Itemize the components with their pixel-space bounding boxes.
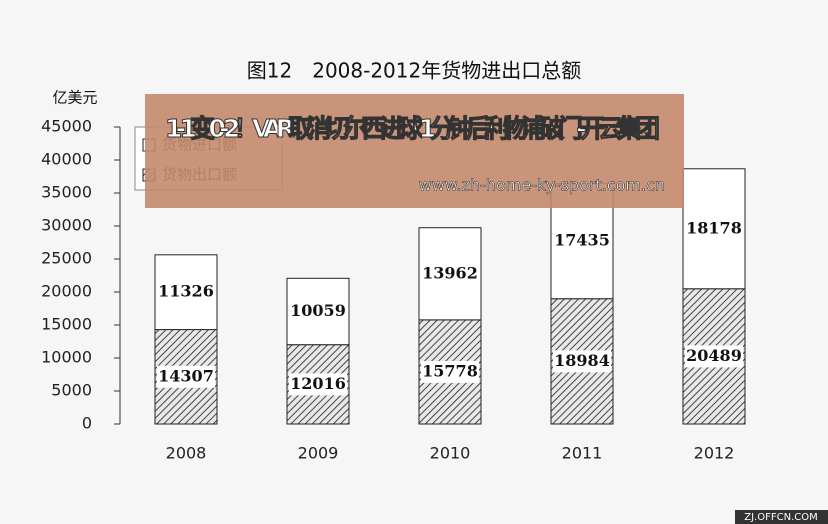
value-label: 18984 (554, 351, 610, 370)
x-tick-label: 2009 (298, 444, 339, 463)
value-label: 13962 (422, 263, 478, 282)
value-label: 20489 (686, 346, 742, 365)
x-tick-label: 2008 (166, 444, 207, 463)
label-bg (421, 360, 479, 383)
watermark-bg (735, 510, 828, 524)
y-tick-label: 45000 (41, 117, 92, 136)
x-tick-label: 2010 (430, 444, 471, 463)
y-tick-label: 5000 (51, 381, 92, 400)
label-bg (289, 373, 347, 396)
value-label: 15778 (422, 361, 478, 380)
y-tick-label: 25000 (41, 249, 92, 268)
y-tick-label: 10000 (41, 348, 92, 367)
value-label: 12016 (290, 374, 346, 393)
value-label: 11326 (158, 282, 214, 301)
chart-title: 图12 2008-2012年货物进出口总额 (247, 59, 581, 83)
banner-url: www.zh-home-ky-sport.com.cn (419, 176, 665, 195)
y-tick-label: 15000 (41, 315, 92, 334)
banner (145, 94, 684, 208)
value-label: 10059 (290, 301, 346, 320)
watermark: ZJ.OFFCN.COM (744, 512, 817, 523)
y-tick-label: 0 (82, 414, 92, 433)
value-label: 14307 (158, 366, 214, 385)
bar-segment (154, 254, 218, 331)
x-tick-label: 2011 (562, 444, 603, 463)
bar-segment (286, 277, 350, 346)
y-axis-label: 亿美元 (52, 89, 97, 107)
banner-line: 1-1变0-2！VAR取消切尔西进球 1分钟后利物浦破门-开云集团 (165, 114, 660, 143)
label-bg (685, 345, 743, 368)
bar-segment (418, 227, 482, 321)
overlay: 1-1变0-2！VAR取消切尔西进球 1分钟后利物浦破门-开云集团 www.zh… (145, 94, 828, 524)
y-tick-label: 20000 (41, 282, 92, 301)
value-label: 18178 (686, 218, 742, 237)
bar-segment (682, 168, 746, 290)
label-bg (157, 365, 215, 388)
y-tick-label: 35000 (41, 183, 92, 202)
y-tick-label: 30000 (41, 216, 92, 235)
value-label: 17435 (554, 231, 610, 250)
y-tick-label: 40000 (41, 150, 92, 169)
label-bg (553, 350, 611, 373)
x-tick-label: 2012 (694, 444, 735, 463)
